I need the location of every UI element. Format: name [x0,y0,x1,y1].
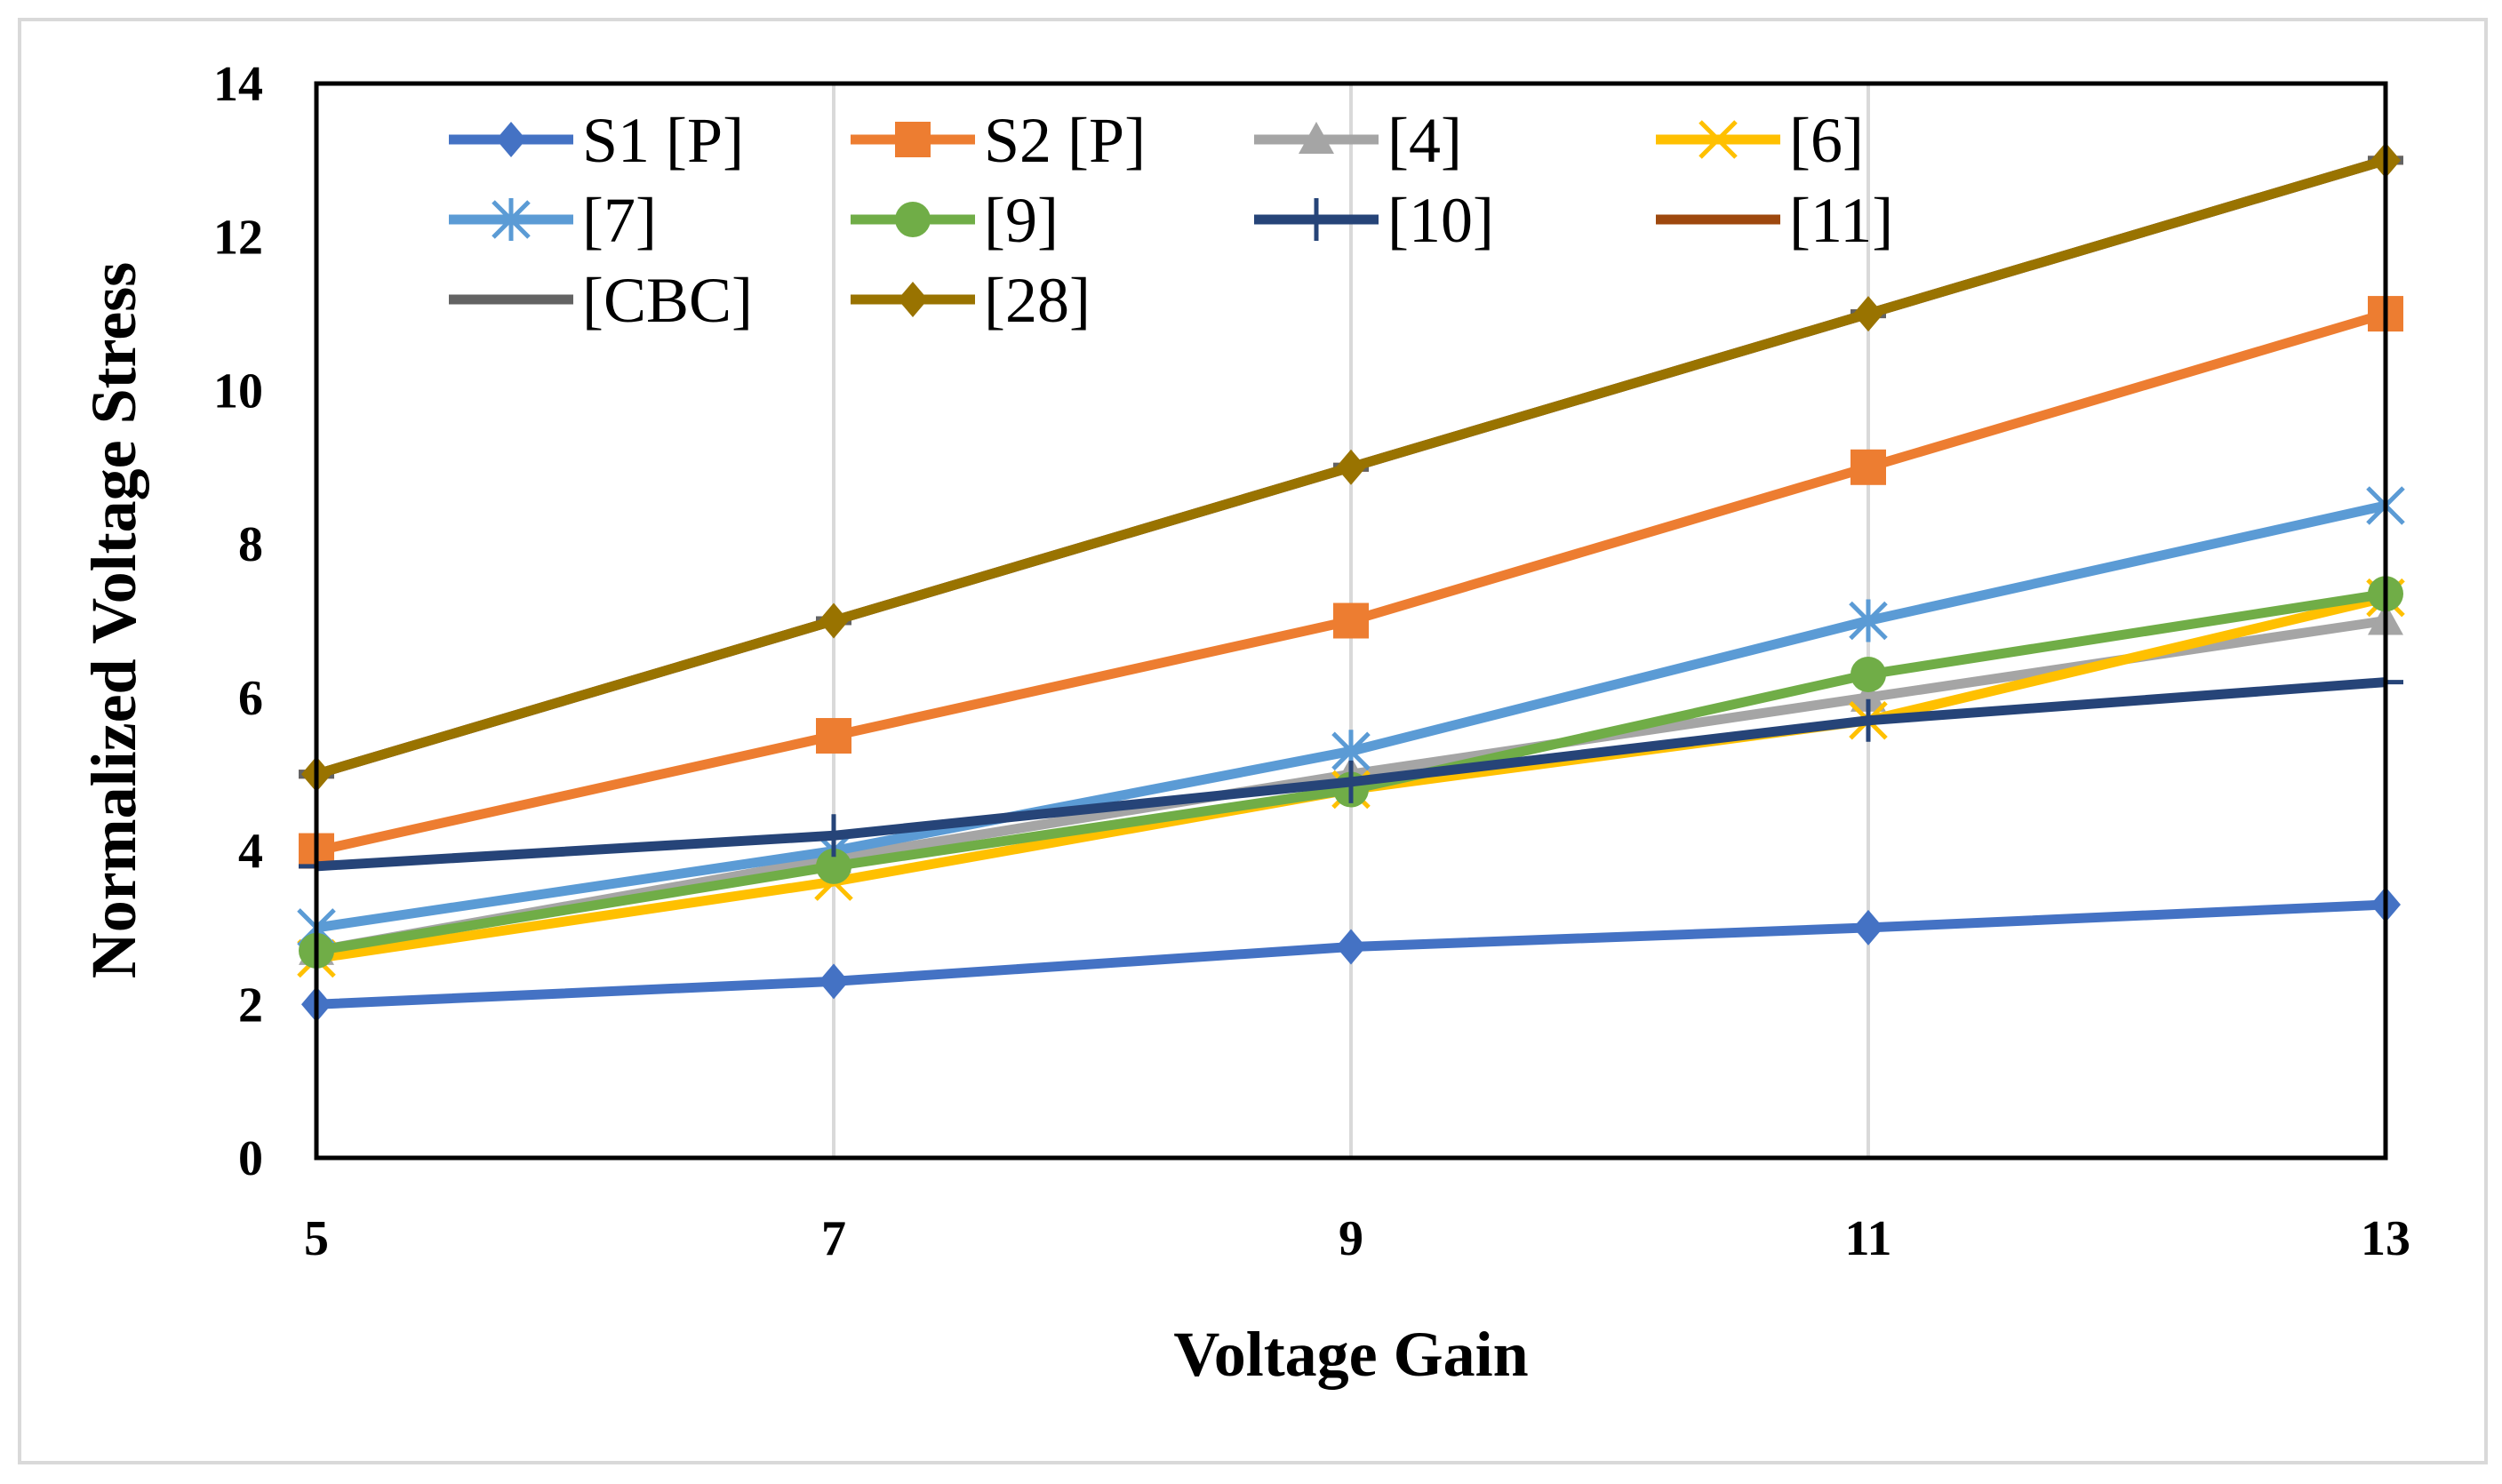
legend-item: [11] [1656,185,1893,256]
legend-item: [CBC] [449,265,753,336]
legend-item: [4] [1254,105,1462,176]
star-marker [1849,599,1888,642]
dash-marker [493,295,529,304]
square-marker [1333,602,1369,639]
y-tick-label: 4 [238,825,263,880]
x-tick-label: 9 [1339,1211,1363,1266]
y-tick-label: 8 [238,517,263,572]
diamond-marker [1336,449,1366,485]
star-marker [492,198,531,241]
dash-marker [1700,215,1736,224]
y-tick-label: 6 [238,671,263,726]
triangle-marker [1299,122,1334,154]
plot-area-frame [314,81,2388,1161]
diamond-marker [819,963,849,1000]
legend-item: [10] [1254,185,1494,256]
circle-marker [816,848,851,884]
plus-marker [1333,760,1369,803]
legend-label: [10] [1387,185,1494,256]
legend-item: [9] [851,185,1059,256]
square-marker [895,122,931,157]
plus-marker [1299,198,1334,241]
x-tick-label: 13 [2361,1211,2410,1266]
x-axis-title: Voltage Gain [1173,1319,1528,1390]
legend-label: [6] [1789,105,1864,176]
diamond-marker [819,602,849,639]
legend-item: [7] [449,185,657,256]
x-tick-label: 5 [304,1211,329,1266]
legend-item: [28] [851,265,1091,336]
plus-marker [1851,698,1886,742]
x-marker [1699,120,1738,159]
square-marker [816,718,851,754]
x-tick-label: 11 [1845,1211,1892,1266]
series-s1-p- [301,887,2401,1023]
y-tick-label: 14 [213,57,263,112]
y-tick-label: 10 [213,363,263,419]
legend-label: S2 [P] [984,105,1146,176]
legend-item: S1 [P] [449,105,744,176]
y-tick-label: 12 [213,211,263,266]
plus-marker [816,814,851,858]
diamond-marker [1853,909,1883,945]
legend-label: [11] [1789,185,1893,256]
diamond-marker [1853,296,1883,332]
y-tick-label: 0 [238,1131,263,1186]
legend-label: [9] [984,185,1059,256]
square-marker [1851,449,1886,485]
y-tick-label: 2 [238,977,263,1033]
legend-item: [6] [1656,105,1864,176]
triangle-marker [1851,679,1886,712]
x-tick-label: 7 [821,1211,846,1266]
legend-label: [28] [984,265,1091,336]
diamond-marker [1336,929,1366,965]
y-axis-title: Normalized Voltage Stress [78,262,149,979]
circle-marker [1851,656,1886,692]
legend-item: S2 [P] [851,105,1146,176]
diamond-marker [898,282,928,317]
circle-marker [895,202,931,237]
legend-label: [CBC] [582,265,753,336]
legend-label: [4] [1387,105,1462,176]
diamond-marker [496,122,526,157]
legend-label: S1 [P] [582,105,744,176]
legend-label: [7] [582,185,657,256]
